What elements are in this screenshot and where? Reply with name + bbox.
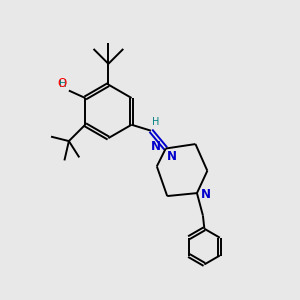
Text: N: N [151,140,161,153]
Text: H: H [59,79,67,89]
Text: N: N [200,188,211,201]
Text: O: O [57,77,67,90]
Text: H: H [152,117,160,127]
Text: N: N [167,150,177,163]
